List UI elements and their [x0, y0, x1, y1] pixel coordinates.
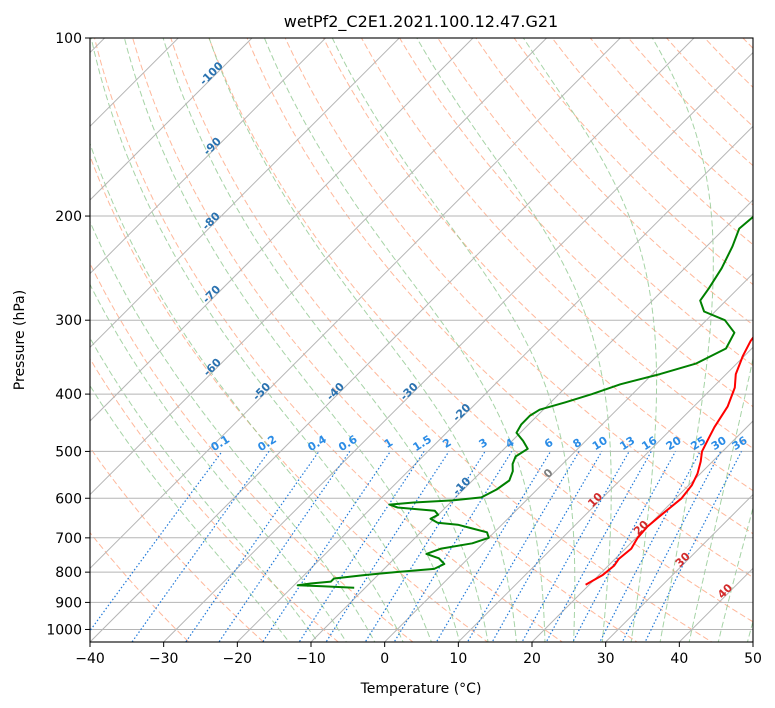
x-tick-label: 40 [670, 651, 688, 667]
mixing-ratio-line [185, 451, 320, 642]
dry-adiabat-line [90, 357, 340, 642]
y-tick-label: 100 [55, 31, 82, 47]
y-tick-label: 1000 [46, 622, 82, 638]
mixing-ratio-line [545, 451, 652, 642]
moist-adiabat-line [208, 38, 518, 642]
isotherm-line [90, 38, 180, 128]
isotherm-line [162, 51, 753, 642]
isotherm-line [604, 493, 753, 642]
mixing-ratio-line [521, 451, 630, 642]
isotherm-line [531, 420, 753, 642]
x-tick-label: 30 [597, 651, 615, 667]
isotherm-line [236, 125, 753, 642]
dry-adiabat-line [170, 38, 713, 642]
y-tick-label: 300 [55, 313, 82, 329]
x-tick-label: −30 [149, 651, 179, 667]
dry-adiabat-line [322, 38, 753, 492]
dry-adiabat-line [475, 38, 753, 326]
mixing-ratio-line [131, 451, 270, 642]
mixing-ratio-line [599, 451, 701, 642]
dry-adiabat-line [93, 38, 564, 642]
dry-adiabat-line [132, 38, 638, 642]
mixing-ratio-line [298, 451, 425, 642]
moist-adiabat-line [90, 38, 432, 642]
x-tick-label: 10 [449, 651, 467, 667]
x-tick-label: −20 [223, 651, 253, 667]
dry-adiabat-line [208, 38, 753, 623]
isotherm-line [90, 38, 327, 275]
dry-adiabat-line [90, 446, 265, 642]
y-tick-label: 700 [55, 531, 82, 547]
dry-adiabat-line [360, 38, 753, 449]
moist-adiabat-line [90, 283, 347, 642]
y-tick-label: 200 [55, 209, 82, 225]
mixing-ratio-line [90, 451, 223, 632]
x-tick-label: 20 [523, 651, 541, 667]
y-tick-label: 400 [55, 387, 82, 403]
mixing-ratio-line [644, 451, 743, 642]
dry-adiabat-line [90, 262, 414, 642]
dry-adiabat-line [246, 38, 753, 578]
y-tick-label: 600 [55, 491, 82, 507]
dewpoint-profile-line [296, 215, 753, 589]
y-tick-label: 800 [55, 565, 82, 581]
x-tick-label: −10 [296, 651, 326, 667]
mixing-ratio-line [621, 451, 722, 642]
isotherm-line [383, 272, 753, 642]
isotherm-line [90, 38, 622, 570]
x-tick-label: −40 [75, 651, 105, 667]
isotherm-line [457, 346, 753, 642]
isotherm-line [90, 38, 253, 201]
chart-title: wetPf2_C2E1.2021.100.12.47.G21 [284, 12, 558, 32]
isotherm-line [90, 38, 695, 642]
mixing-ratio-line [491, 451, 603, 642]
plot-frame [89, 37, 754, 643]
x-axis-label: Temperature (°C) [360, 681, 482, 697]
mixing-ratio-line [325, 451, 450, 642]
y-tick-label: 900 [55, 595, 82, 611]
temperature-profile-line [585, 336, 753, 586]
isotherm-line [90, 38, 474, 422]
mixing-ratio-line [393, 451, 513, 642]
plot-area [90, 38, 753, 642]
y-axis-label: Pressure (hPa) [12, 290, 28, 390]
isotherm-line [90, 38, 548, 496]
x-tick-label: 50 [744, 651, 762, 667]
y-tick-label: 500 [55, 444, 82, 460]
isotherm-line [310, 199, 753, 642]
isotherm-line [90, 38, 401, 349]
dry-adiabat-line [437, 38, 753, 367]
x-tick-label: 0 [380, 651, 389, 667]
